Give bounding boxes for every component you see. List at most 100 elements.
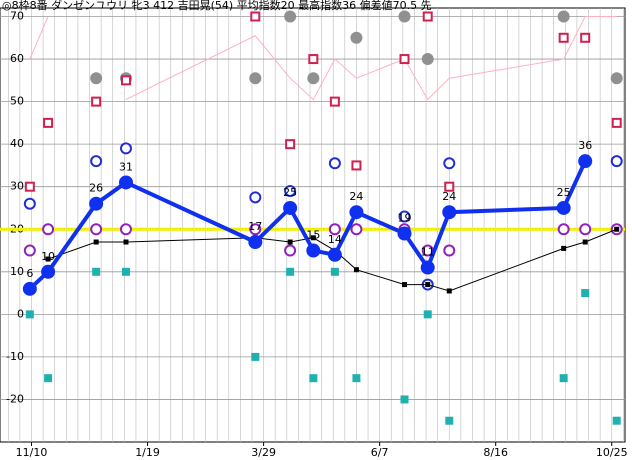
point <box>44 374 53 383</box>
point <box>284 244 297 257</box>
data-label: 24 <box>442 190 456 203</box>
x-tick-label: 6/7 <box>371 446 389 459</box>
point <box>91 96 102 107</box>
point <box>285 139 296 150</box>
x-tick-label: 11/10 <box>16 446 48 459</box>
point <box>90 155 103 168</box>
plot-frame <box>0 7 626 443</box>
data-label: 25 <box>283 186 297 199</box>
x-tick-label: 10/25 <box>596 446 628 459</box>
point <box>398 210 411 223</box>
point <box>350 31 363 44</box>
y-tick-label: 0 <box>17 307 24 320</box>
point <box>612 416 621 425</box>
point <box>397 226 412 241</box>
point <box>445 416 454 425</box>
y-tick-label: 40 <box>10 137 24 150</box>
data-label: 36 <box>578 139 592 152</box>
series-line <box>47 228 617 292</box>
point <box>559 374 568 383</box>
point <box>558 32 569 43</box>
point <box>349 205 364 220</box>
data-label: 10 <box>41 250 55 263</box>
y-tick-label: 60 <box>10 52 24 65</box>
point <box>23 244 36 257</box>
point <box>556 200 571 215</box>
point <box>249 223 262 236</box>
point <box>310 235 316 241</box>
data-label: 6 <box>26 267 33 280</box>
y-tick-label: -20 <box>6 392 24 405</box>
x-tick-label: 3/29 <box>251 446 276 459</box>
point <box>309 374 318 383</box>
point <box>248 235 263 250</box>
point <box>610 155 623 168</box>
point <box>399 54 410 65</box>
point <box>121 267 130 276</box>
point <box>581 289 590 298</box>
point <box>92 267 101 276</box>
data-label: 26 <box>89 182 103 195</box>
data-label: 14 <box>328 233 342 246</box>
point <box>327 247 342 262</box>
point <box>43 117 54 128</box>
plot: -20-1001020304050607011/101/193/296/78/1… <box>0 8 628 459</box>
data-label: 31 <box>119 160 133 173</box>
point <box>400 395 409 404</box>
x-tick-label: 8/16 <box>483 446 508 459</box>
point <box>425 282 431 288</box>
point <box>93 239 99 245</box>
point <box>283 200 298 215</box>
point <box>286 267 295 276</box>
point <box>443 244 456 257</box>
y-tick-label: -10 <box>6 350 24 363</box>
chart-title: ◎8枠8番 ダンゼンユウリ 牝3 412 吉田晃(54) 平均指数20 最高指数… <box>2 0 432 12</box>
point <box>579 223 592 236</box>
point <box>89 196 104 211</box>
point <box>25 310 34 319</box>
point <box>580 32 591 43</box>
point <box>557 223 570 236</box>
point <box>24 181 35 192</box>
point <box>422 11 433 22</box>
point <box>118 175 133 190</box>
point <box>249 191 262 204</box>
point <box>582 239 588 245</box>
point <box>90 72 103 85</box>
point <box>578 154 593 169</box>
point <box>45 256 51 262</box>
point <box>41 264 56 279</box>
point <box>284 10 297 23</box>
point <box>307 72 320 85</box>
point <box>614 226 620 232</box>
point <box>120 75 131 86</box>
point <box>557 10 570 23</box>
point <box>42 223 55 236</box>
data-label: 25 <box>557 186 571 199</box>
y-tick-label: 50 <box>10 95 24 108</box>
data-label: 15 <box>306 229 320 242</box>
point <box>250 11 261 22</box>
point <box>306 243 321 258</box>
point <box>328 223 341 236</box>
point <box>351 160 362 171</box>
x-tick-label: 1/19 <box>135 446 160 459</box>
point <box>443 157 456 170</box>
data-label: 19 <box>398 212 412 225</box>
series-line <box>28 160 588 291</box>
point <box>119 142 132 155</box>
series-line <box>29 16 617 101</box>
point <box>287 239 293 245</box>
y-tick-label: 30 <box>10 180 24 193</box>
point <box>610 72 623 85</box>
point <box>22 281 37 296</box>
y-tick-label: 70 <box>10 10 24 23</box>
point <box>420 260 435 275</box>
point <box>284 184 297 197</box>
point <box>444 181 455 192</box>
point <box>561 245 567 251</box>
y-tick-label: 10 <box>10 265 24 278</box>
data-label: 11 <box>421 246 435 259</box>
point <box>402 282 408 288</box>
